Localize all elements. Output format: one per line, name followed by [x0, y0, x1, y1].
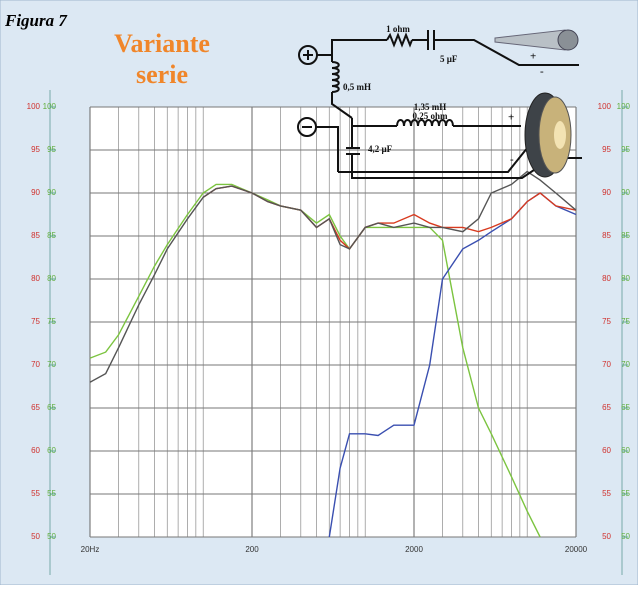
r1-label: 1 ohm — [386, 24, 410, 34]
y-tick-label: 80 — [602, 274, 611, 283]
tweeter-plus: + — [530, 51, 536, 63]
inductor-2 — [396, 119, 454, 127]
wire-bottom — [316, 118, 582, 179]
r2-label: 0,25 ohm — [412, 111, 448, 121]
c1-label: 5 µF — [440, 54, 458, 64]
figure-label: Figura 7 — [4, 11, 68, 30]
l1-label: 0,5 mH — [343, 82, 371, 92]
c2-label: 4,2 µF — [368, 144, 393, 154]
x-tick-label: 20Hz — [81, 545, 100, 554]
y-tick-label: 80 — [31, 274, 40, 283]
plus-sign — [303, 50, 313, 60]
x-tick-label: 200 — [245, 545, 259, 554]
y-tick-label: 85 — [602, 231, 611, 240]
y-tick-label: 55 — [31, 489, 40, 498]
y-tick-label: 60 — [602, 446, 611, 455]
y-tick-label: 85 — [31, 231, 40, 240]
y-tick-label: 70 — [602, 360, 611, 369]
y-tick-label: 100 — [27, 102, 41, 111]
y-tick-label: 100 — [43, 102, 57, 111]
woofer-minus: - — [510, 154, 514, 166]
resistor — [386, 32, 413, 48]
y-tick-label: 60 — [31, 446, 40, 455]
y-tick-label: 95 — [31, 145, 40, 154]
wire-top — [317, 30, 579, 119]
y-tick-label: 90 — [31, 188, 40, 197]
schematic — [297, 30, 582, 179]
y-tick-label: 65 — [602, 403, 611, 412]
inductor-1 — [331, 61, 340, 93]
y-tick-label: 75 — [31, 317, 40, 326]
x-tick-label: 20000 — [565, 545, 588, 554]
y-tick-label: 100 — [598, 102, 612, 111]
y-tick-label: 70 — [31, 360, 40, 369]
y-tick-label: 50 — [31, 532, 40, 541]
y-tick-label: 75 — [602, 317, 611, 326]
series-line — [89, 170, 577, 383]
tweeter — [494, 29, 579, 51]
chart-title: Variante — [114, 29, 210, 58]
y-tick-label: 50 — [602, 532, 611, 541]
y-tick-label: 65 — [31, 403, 40, 412]
x-tick-label: 2000 — [405, 545, 423, 554]
y-tick-label: 55 — [602, 489, 611, 498]
woofer-plus: + — [508, 112, 514, 124]
chart-subtitle: serie — [136, 60, 188, 89]
tweeter-minus: - — [540, 66, 544, 78]
y-tick-label: 95 — [602, 145, 611, 154]
woofer — [524, 92, 572, 178]
y-tick-label: 90 — [602, 188, 611, 197]
series-line — [89, 183, 541, 538]
l2-label: 1,35 mH — [414, 102, 447, 112]
